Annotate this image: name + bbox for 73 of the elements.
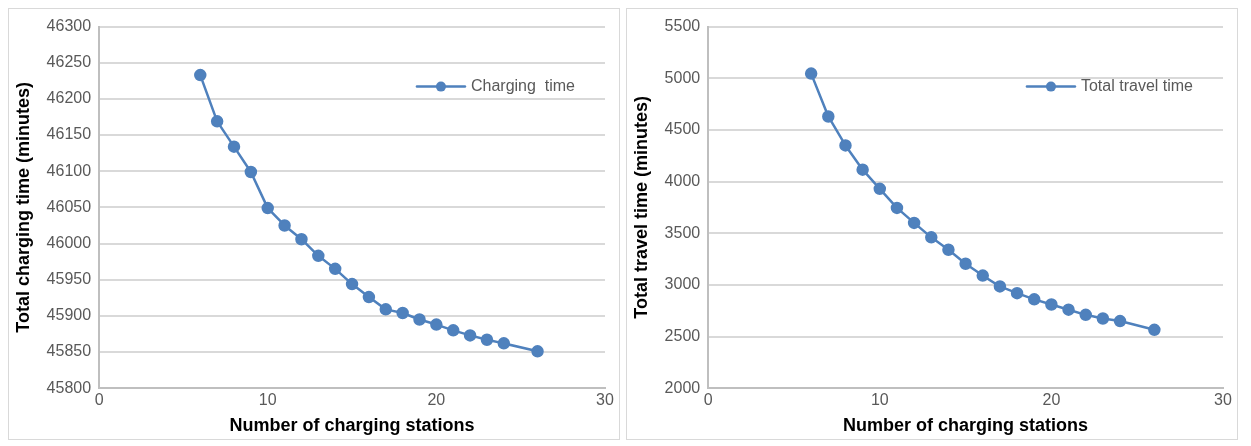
point xyxy=(244,165,258,179)
point xyxy=(531,345,544,358)
point xyxy=(976,269,990,282)
y-tick-label: 4500 xyxy=(664,120,701,138)
point xyxy=(362,290,376,304)
x-tick-label: 10 xyxy=(870,391,889,409)
point xyxy=(1062,303,1075,316)
y-tick-label: 45850 xyxy=(46,342,92,360)
y-tick-label: 46250 xyxy=(46,53,92,71)
x-tick-label: 30 xyxy=(596,391,614,409)
point xyxy=(227,140,241,153)
point xyxy=(312,249,325,263)
y-tick-label: 46050 xyxy=(46,197,92,215)
point xyxy=(907,216,921,230)
x-tick-label: 30 xyxy=(1214,391,1232,409)
point xyxy=(804,67,818,80)
y-tick-label: 45800 xyxy=(46,378,92,396)
point xyxy=(1010,286,1024,300)
y-tick-label: 45900 xyxy=(46,306,92,324)
point xyxy=(345,277,359,291)
point xyxy=(993,280,1007,293)
y-tick-label: 46100 xyxy=(46,161,92,179)
point xyxy=(396,306,409,320)
y-tick-label: 46000 xyxy=(46,233,92,251)
point xyxy=(1027,293,1041,306)
y-tick-label: 2500 xyxy=(664,326,701,344)
point xyxy=(822,110,835,123)
y-axis-title: Total travel time (minutes) xyxy=(630,96,651,319)
point xyxy=(959,257,972,270)
point xyxy=(194,68,207,82)
y-tick-label: 2000 xyxy=(664,378,701,396)
point xyxy=(1148,323,1161,337)
y-tick-label: 3000 xyxy=(664,275,701,293)
x-tick-label: 0 xyxy=(94,391,104,409)
y-tick-label: 46300 xyxy=(46,17,92,35)
x-tick-label: 20 xyxy=(1042,391,1061,409)
point xyxy=(497,337,511,350)
point xyxy=(1045,298,1058,311)
y-tick-label: 45950 xyxy=(46,270,92,288)
legend-label: Charging time xyxy=(470,77,576,95)
x-tick-label: 0 xyxy=(703,391,713,409)
point xyxy=(261,201,274,215)
point xyxy=(463,329,477,342)
point xyxy=(413,313,426,326)
y-tick-label: 46200 xyxy=(46,89,92,107)
x-axis-title: Number of charging stations xyxy=(843,415,1089,436)
y-tick-label: 46150 xyxy=(46,125,92,143)
point xyxy=(890,201,904,215)
x-tick-label: 20 xyxy=(427,391,446,409)
y-axis-title: Total charging time (minutes) xyxy=(12,82,33,333)
point xyxy=(942,243,955,257)
point xyxy=(1079,308,1092,322)
point xyxy=(480,333,494,346)
y-tick-label: 5000 xyxy=(664,68,701,86)
point xyxy=(1096,312,1110,325)
point xyxy=(925,231,938,244)
y-tick-label: 5500 xyxy=(664,17,701,35)
point xyxy=(1113,314,1127,328)
point xyxy=(379,303,393,316)
point xyxy=(295,232,308,246)
point xyxy=(328,262,342,276)
point xyxy=(446,324,460,337)
point xyxy=(210,115,224,128)
legend-label: Total travel time xyxy=(1080,77,1194,95)
point xyxy=(430,318,443,331)
point xyxy=(278,219,291,232)
x-tick-label: 10 xyxy=(258,391,277,409)
point xyxy=(873,182,887,196)
x-axis-title: Number of charging stations xyxy=(229,415,475,436)
y-tick-label: 4000 xyxy=(664,171,701,189)
y-tick-label: 3500 xyxy=(664,223,701,241)
point xyxy=(839,139,852,152)
point xyxy=(856,163,869,176)
